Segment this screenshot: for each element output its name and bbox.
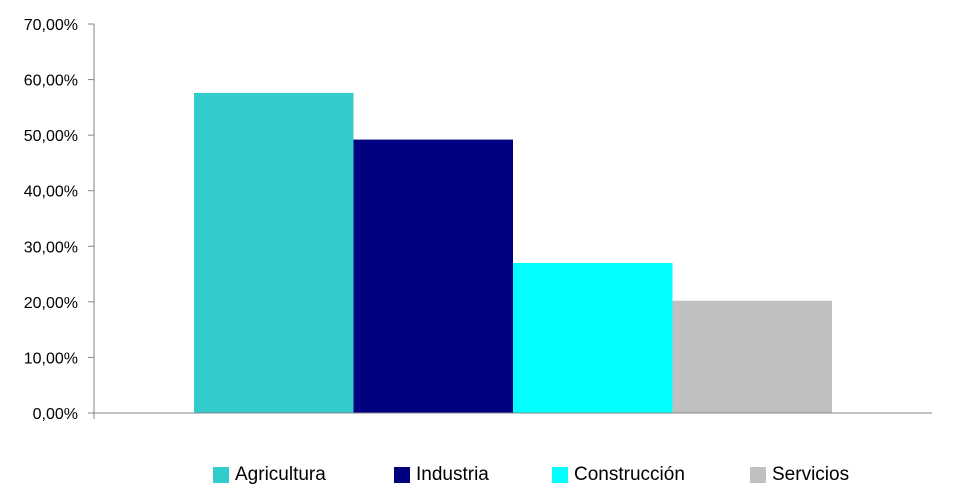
legend-label: Servicios	[772, 464, 850, 485]
legend: Agricultura Industria Construcción Servicio…	[0, 462, 961, 488]
legend-swatch	[394, 467, 410, 483]
y-tick-label: 10,00%	[24, 350, 78, 367]
bar-industria	[353, 139, 513, 414]
legend-swatch	[750, 467, 766, 483]
y-tick-label: 40,00%	[24, 184, 78, 201]
legend-item: Agricultura	[213, 462, 326, 488]
y-tick-label: 20,00%	[24, 295, 78, 312]
y-tick-label: 70,00%	[24, 17, 78, 34]
bar-agricultura	[194, 92, 354, 413]
legend-label: Industria	[416, 464, 489, 485]
legend-swatch	[552, 467, 568, 483]
bars	[194, 92, 832, 414]
bar-servicios	[672, 300, 832, 413]
bar-chart: 0,00% 10,00% 20,00% 30,00% 40,00% 50,00% 60,00…	[24, 17, 932, 423]
y-tick-label: 60,00%	[24, 73, 78, 90]
y-tick-label: 0,00%	[33, 406, 78, 423]
y-axis: 0,00% 10,00% 20,00% 30,00% 40,00% 50,00% 60,00…	[24, 17, 95, 423]
legend-item: Industria	[394, 462, 489, 488]
legend-label: Agricultura	[235, 464, 326, 485]
y-tick-label: 50,00%	[24, 128, 78, 145]
y-tick-label: 30,00%	[24, 239, 78, 256]
legend-label: Construcción	[574, 464, 685, 485]
legend-item: Servicios	[750, 462, 849, 488]
bar-construcción	[513, 262, 673, 413]
legend-item: Construcción	[552, 462, 685, 488]
legend-swatch	[213, 467, 229, 483]
